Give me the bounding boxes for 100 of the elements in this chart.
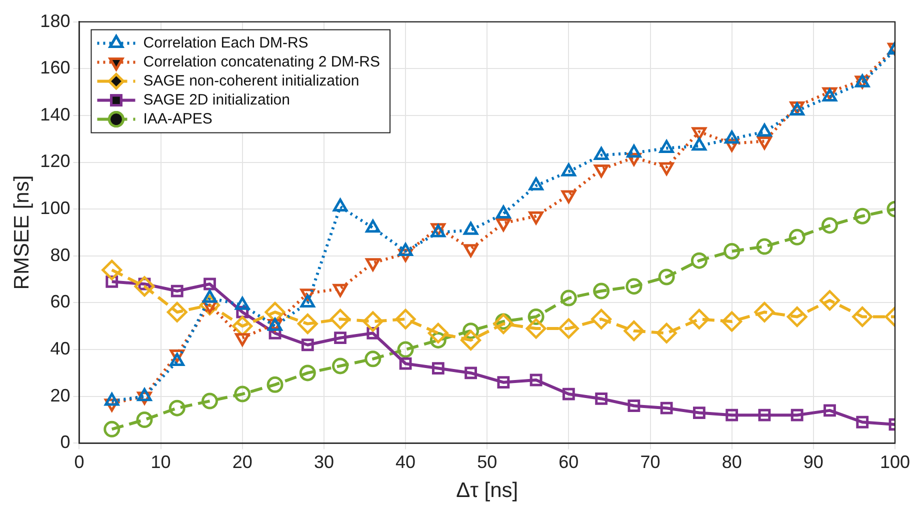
point [756,238,773,255]
y-tick-label: 120 [40,151,70,172]
point [202,290,218,303]
legend-label: SAGE non-coherent initialization [143,72,360,90]
point [301,338,314,352]
point [724,242,740,260]
legend-label: IAA-APES [143,110,212,128]
point [624,320,644,342]
point [102,260,122,280]
point [460,330,482,350]
point [562,388,575,400]
point [656,322,677,344]
legend-label: SAGE 2D initialization [143,91,290,108]
point [528,177,544,190]
point [398,242,413,256]
point [722,311,742,332]
x-tick-label: 100 [880,452,910,472]
point [628,400,640,412]
point [854,208,871,224]
point [560,290,577,306]
point [852,306,873,328]
point [330,308,351,330]
point [166,302,188,322]
point [724,130,740,144]
point [170,353,184,366]
point [464,366,477,380]
y-tick-label: 0 [60,432,70,452]
y-tick-label: 60 [50,292,70,312]
y-tick-label: 80 [50,244,70,265]
point [626,144,642,158]
y-tick-label: 40 [50,338,70,359]
point [334,332,346,344]
point [202,392,218,410]
point [786,306,808,328]
x-axis-title: Δτ [ns] [456,479,518,502]
point [819,290,840,311]
point [693,406,706,419]
point [530,374,542,386]
point [297,314,318,334]
y-tick-label: 100 [40,198,70,218]
x-tick-label: 70 [640,452,660,472]
x-tick-label: 20 [232,452,252,472]
point [561,163,576,176]
point [364,350,382,368]
point [395,308,416,330]
point [397,341,414,358]
x-tick-label: 0 [74,452,84,472]
point [299,364,316,382]
point [493,314,514,334]
point [266,376,284,393]
point [758,408,771,422]
point [692,138,707,151]
point [757,124,772,137]
x-tick-label: 80 [722,452,742,472]
point [497,376,510,389]
x-tick-label: 30 [314,452,334,472]
x-tick-label: 90 [803,452,824,472]
point [824,404,836,417]
x-tick-label: 60 [558,452,579,472]
y-tick-label: 140 [40,104,70,124]
y-axis-title: RMSEE [ns] [10,175,34,290]
point [136,412,153,428]
point [366,220,380,233]
point [660,402,673,414]
point [235,296,250,310]
point [332,198,348,212]
point [432,362,444,374]
point [168,400,186,416]
point [332,358,349,374]
point [593,282,610,300]
x-tick-label: 40 [396,452,416,472]
x-tick-label: 10 [150,452,171,472]
point [134,276,155,297]
y-tick-label: 160 [40,58,70,78]
point [558,318,579,339]
point [856,416,869,428]
point [626,278,642,295]
point [821,217,838,234]
point [399,357,412,370]
point [688,308,710,330]
point [754,302,775,322]
point [170,284,184,298]
point [659,140,674,153]
y-tick-label: 20 [50,385,70,406]
x-tick-label: 50 [477,452,498,472]
point [496,206,511,219]
point [362,311,384,332]
point [658,268,675,286]
legend-label: Correlation Each DM-RS [143,34,308,52]
point [526,318,546,339]
point [463,222,478,235]
point [690,252,708,269]
point [204,278,216,290]
point [788,228,806,246]
point [594,146,609,160]
point [591,308,612,330]
legend-label: Correlation concatenating 2 DM-RS [143,53,380,70]
point [234,386,251,402]
point [428,322,448,344]
point [726,408,738,422]
